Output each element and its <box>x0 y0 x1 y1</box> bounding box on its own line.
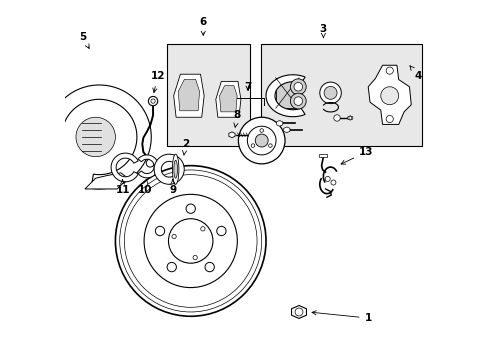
Circle shape <box>238 117 285 164</box>
Text: 13: 13 <box>341 147 373 164</box>
Polygon shape <box>173 74 203 117</box>
Circle shape <box>251 144 254 147</box>
Circle shape <box>268 144 272 147</box>
Ellipse shape <box>174 160 177 178</box>
Polygon shape <box>138 155 158 178</box>
Polygon shape <box>215 81 241 117</box>
Polygon shape <box>283 127 289 133</box>
Circle shape <box>115 166 265 316</box>
Text: 6: 6 <box>199 17 206 35</box>
Circle shape <box>148 96 158 106</box>
Circle shape <box>144 194 237 288</box>
Circle shape <box>120 170 261 312</box>
Text: 1: 1 <box>311 311 371 323</box>
Polygon shape <box>111 153 138 182</box>
Polygon shape <box>228 132 235 138</box>
Circle shape <box>324 86 336 99</box>
Circle shape <box>293 97 302 105</box>
Circle shape <box>216 226 225 236</box>
Bar <box>275 78 298 108</box>
Text: 7: 7 <box>244 82 251 92</box>
Polygon shape <box>219 86 237 112</box>
Circle shape <box>247 126 276 155</box>
Circle shape <box>124 175 257 307</box>
Text: 10: 10 <box>137 179 152 195</box>
Circle shape <box>290 79 305 95</box>
Polygon shape <box>178 79 199 111</box>
Circle shape <box>290 93 305 109</box>
Circle shape <box>380 87 398 105</box>
Circle shape <box>172 234 176 239</box>
Circle shape <box>330 180 335 185</box>
Polygon shape <box>49 85 151 189</box>
Circle shape <box>146 159 154 167</box>
Polygon shape <box>367 65 410 125</box>
Text: 8: 8 <box>233 111 241 127</box>
Circle shape <box>193 256 197 260</box>
Circle shape <box>204 262 214 272</box>
Circle shape <box>333 115 340 121</box>
Text: 2: 2 <box>182 139 188 155</box>
Circle shape <box>255 134 267 147</box>
Circle shape <box>386 116 392 123</box>
Circle shape <box>260 129 263 132</box>
Text: 4: 4 <box>409 66 421 81</box>
Circle shape <box>319 82 341 104</box>
Polygon shape <box>347 116 352 120</box>
Wedge shape <box>154 154 184 184</box>
Text: 12: 12 <box>150 71 164 93</box>
Bar <box>167 44 249 146</box>
Text: 9: 9 <box>169 180 176 195</box>
Circle shape <box>294 308 303 316</box>
Bar <box>260 44 421 146</box>
Polygon shape <box>85 173 128 189</box>
Polygon shape <box>276 121 282 126</box>
Text: 11: 11 <box>115 180 129 195</box>
Ellipse shape <box>172 154 179 184</box>
Polygon shape <box>291 306 306 319</box>
Circle shape <box>168 219 212 263</box>
Text: 3: 3 <box>319 24 326 37</box>
Circle shape <box>325 176 329 181</box>
Circle shape <box>200 227 204 231</box>
Circle shape <box>155 226 164 236</box>
Text: 5: 5 <box>79 32 89 48</box>
Circle shape <box>167 262 176 272</box>
Circle shape <box>185 204 195 213</box>
Circle shape <box>293 82 302 91</box>
Circle shape <box>151 99 155 103</box>
Circle shape <box>76 117 115 157</box>
Bar <box>318 154 326 157</box>
Circle shape <box>348 117 351 120</box>
Polygon shape <box>265 75 305 117</box>
Circle shape <box>386 67 392 74</box>
